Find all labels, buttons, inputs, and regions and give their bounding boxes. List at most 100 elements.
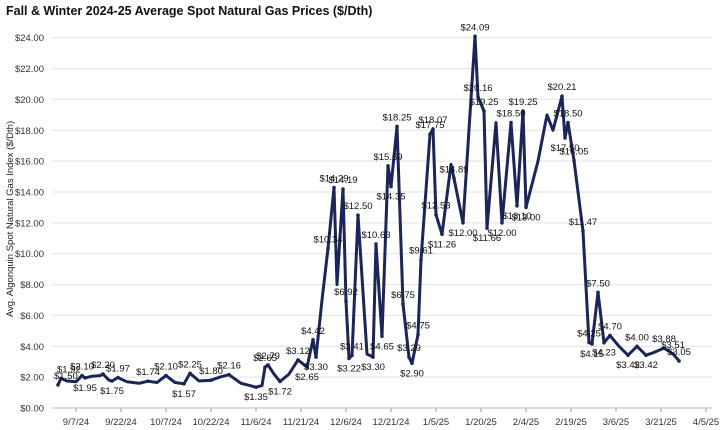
data-label: $20.16 xyxy=(463,83,492,94)
data-point xyxy=(476,95,480,99)
data-label: $16.05 xyxy=(559,146,588,157)
data-point xyxy=(662,346,666,350)
data-point xyxy=(461,221,465,225)
data-point xyxy=(83,376,87,380)
data-label: $1.75 xyxy=(100,386,124,397)
data-label: $3.29 xyxy=(397,343,421,354)
data-label: $3.22 xyxy=(337,363,361,374)
data-point xyxy=(434,212,438,217)
data-label: $4.75 xyxy=(406,321,430,332)
data-label: $11.26 xyxy=(428,239,456,250)
data-point xyxy=(341,187,345,191)
data-point xyxy=(116,375,120,380)
data-label: $19.25 xyxy=(469,97,498,108)
data-label: $1.74 xyxy=(136,367,160,378)
y-tick-label: $0.00 xyxy=(20,404,44,415)
data-point xyxy=(590,342,594,346)
data-point xyxy=(395,124,399,129)
data-point xyxy=(80,373,84,378)
data-label: $3.05 xyxy=(667,347,691,358)
x-tick-label: 3/21/25 xyxy=(645,417,677,428)
data-point xyxy=(209,378,213,383)
data-label: $3.30 xyxy=(304,362,328,373)
data-point xyxy=(677,359,681,363)
x-tick-label: 4/5/25 xyxy=(693,417,719,428)
y-tick-label: $8.00 xyxy=(20,280,44,291)
data-point xyxy=(164,373,168,378)
data-point xyxy=(572,158,576,163)
data-point xyxy=(263,365,267,369)
x-tick-label: 1/5/25 xyxy=(423,417,449,428)
axes: $0.00 $2.00 $4.00 $6.00 $8.00 $10.00 $12.00 $14… xyxy=(15,33,719,428)
data-point xyxy=(602,340,606,345)
data-label: $4.25 xyxy=(577,328,601,339)
data-label: $2.90 xyxy=(400,368,424,379)
data-label: $1.97 xyxy=(106,364,130,375)
data-label: $6.75 xyxy=(391,290,415,301)
data-label: $7.50 xyxy=(586,278,610,289)
y-tick-label: $22.00 xyxy=(15,64,44,75)
y-tick-label: $6.00 xyxy=(20,311,44,322)
data-label: $14.89 xyxy=(439,164,468,175)
data-point xyxy=(563,136,567,140)
x-tick-label: 1/20/25 xyxy=(465,417,497,428)
data-point xyxy=(521,109,525,113)
data-label: $2.65 xyxy=(295,372,319,383)
data-label: $1.80 xyxy=(199,366,223,377)
data-point xyxy=(509,120,513,125)
data-point xyxy=(311,338,315,342)
y-tick-label: $16.00 xyxy=(15,157,44,168)
data-point xyxy=(581,229,585,233)
x-tick-label: 11/6/24 xyxy=(241,417,272,428)
x-tick-label: 10/22/24 xyxy=(193,417,230,428)
data-point xyxy=(671,352,675,356)
data-label: $2.10 xyxy=(154,362,178,373)
x-tick-label: 3/6/25 xyxy=(603,417,629,428)
data-point xyxy=(473,34,477,39)
data-label: $11.47 xyxy=(569,217,597,228)
data-label: $2.25 xyxy=(178,359,202,370)
data-point xyxy=(431,127,435,132)
data-point xyxy=(278,379,282,384)
data-label: $2.79 xyxy=(256,351,280,362)
y-tick-label: $12.00 xyxy=(15,218,44,229)
data-point xyxy=(440,232,444,237)
data-label: $4.00 xyxy=(625,332,649,343)
x-tick-label: 10/7/24 xyxy=(150,417,182,428)
data-point xyxy=(380,334,384,339)
data-point xyxy=(56,383,60,387)
y-axis-label: Avg. Algonquin Spot Natural Gas Index ($… xyxy=(5,121,16,317)
data-point xyxy=(101,372,105,376)
data-point xyxy=(371,355,375,359)
data-point xyxy=(110,379,114,383)
data-point xyxy=(332,185,336,190)
data-label: $1.92 xyxy=(57,364,81,375)
data-label: $3.51 xyxy=(661,340,685,351)
data-label: $1.95 xyxy=(73,383,97,394)
x-tick-label: 2/4/25 xyxy=(513,417,539,428)
data-point xyxy=(644,353,648,358)
data-label: $17.50 xyxy=(550,143,579,154)
data-label: $20.21 xyxy=(547,82,576,93)
data-point xyxy=(500,221,504,225)
y-tick-label: $20.00 xyxy=(15,95,44,106)
data-point xyxy=(374,242,378,246)
data-point xyxy=(566,120,570,125)
data-label: $2.10 xyxy=(70,362,94,373)
data-point xyxy=(401,302,405,306)
x-tick-label: 12/21/24 xyxy=(373,417,410,428)
data-label: $14.35 xyxy=(376,192,405,203)
data-label: $1.35 xyxy=(244,392,268,403)
data-label: $12.53 xyxy=(421,201,450,212)
data-point xyxy=(182,381,186,386)
chart-title: Fall & Winter 2024-25 Average Spot Natur… xyxy=(6,4,373,18)
data-label: $18.50 xyxy=(553,109,582,120)
data-label: $12.50 xyxy=(343,201,372,212)
data-label: $13.10 xyxy=(502,211,531,222)
data-point xyxy=(416,332,420,337)
data-label: $12.00 xyxy=(448,228,477,239)
data-point xyxy=(356,213,360,217)
y-tick-label: $10.00 xyxy=(15,249,44,260)
data-point xyxy=(386,164,390,168)
data-label: $19.25 xyxy=(508,97,537,108)
